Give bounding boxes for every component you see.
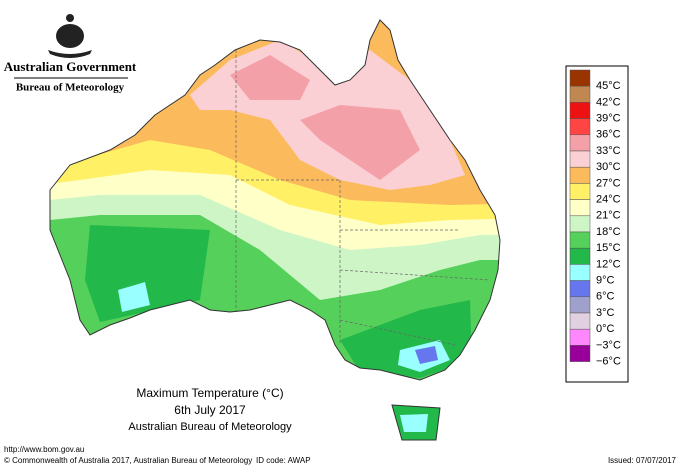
legend-swatch [569, 150, 591, 168]
legend-label: 9°C [596, 275, 615, 287]
legend-label: 15°C [596, 242, 621, 254]
legend-label: 36°C [596, 129, 621, 141]
legend-swatch [569, 118, 591, 136]
legend-label: 45°C [596, 80, 621, 92]
government-name: Australian Government [4, 59, 137, 74]
legend-swatch [569, 264, 591, 281]
legend-label: 27°C [596, 177, 621, 189]
legend: 45°C 42°C 39°C 36°C 33°C 30°C 27°C 24°C 21°C 18°C… [569, 69, 621, 368]
footer-id: ID code: AWAP [256, 456, 311, 465]
legend-swatch [569, 296, 591, 314]
legend-swatch [569, 183, 591, 200]
bureau-name: Bureau of Meteorology [16, 82, 125, 94]
legend-swatch [569, 85, 591, 103]
legend-label: 18°C [596, 226, 621, 238]
state-borders [235, 50, 491, 346]
legend-label: 33°C [596, 145, 621, 157]
legend-swatch [569, 199, 591, 217]
legend-label: 0°C [596, 323, 615, 335]
coastline [49, 19, 501, 441]
footer-url: http://www.bom.gov.au [4, 445, 84, 454]
map-date: 6th July 2017 [174, 403, 246, 417]
legend-label: 39°C [596, 113, 621, 125]
legend-swatch [569, 247, 591, 265]
legend-swatch [569, 69, 591, 87]
legend-label: 42°C [596, 96, 621, 108]
legend-label: −3°C [596, 339, 621, 351]
map-title: Maximum Temperature (°C) [136, 386, 283, 400]
emblem [48, 14, 92, 58]
legend-swatch [569, 328, 591, 346]
legend-swatch [569, 166, 591, 184]
legend-swatch [569, 215, 591, 233]
legend-label: 24°C [596, 194, 621, 206]
legend-swatch [569, 280, 591, 298]
legend-label: 21°C [596, 210, 621, 222]
footer-copyright: © Commonwealth of Australia 2017, Austra… [4, 456, 252, 465]
map-source: Australian Bureau of Meteorology [128, 421, 292, 433]
footer-issued: Issued: 07/07/2017 [608, 456, 677, 465]
legend-label: 12°C [596, 258, 621, 270]
legend-label: 6°C [596, 291, 615, 303]
legend-label: −6°C [596, 356, 621, 368]
legend-label: 30°C [596, 161, 621, 173]
legend-label: 3°C [596, 307, 615, 319]
legend-swatch [569, 102, 591, 119]
legend-swatch [569, 134, 591, 152]
legend-swatch [569, 312, 591, 330]
legend-swatch [569, 231, 591, 249]
legend-swatch [569, 345, 591, 362]
